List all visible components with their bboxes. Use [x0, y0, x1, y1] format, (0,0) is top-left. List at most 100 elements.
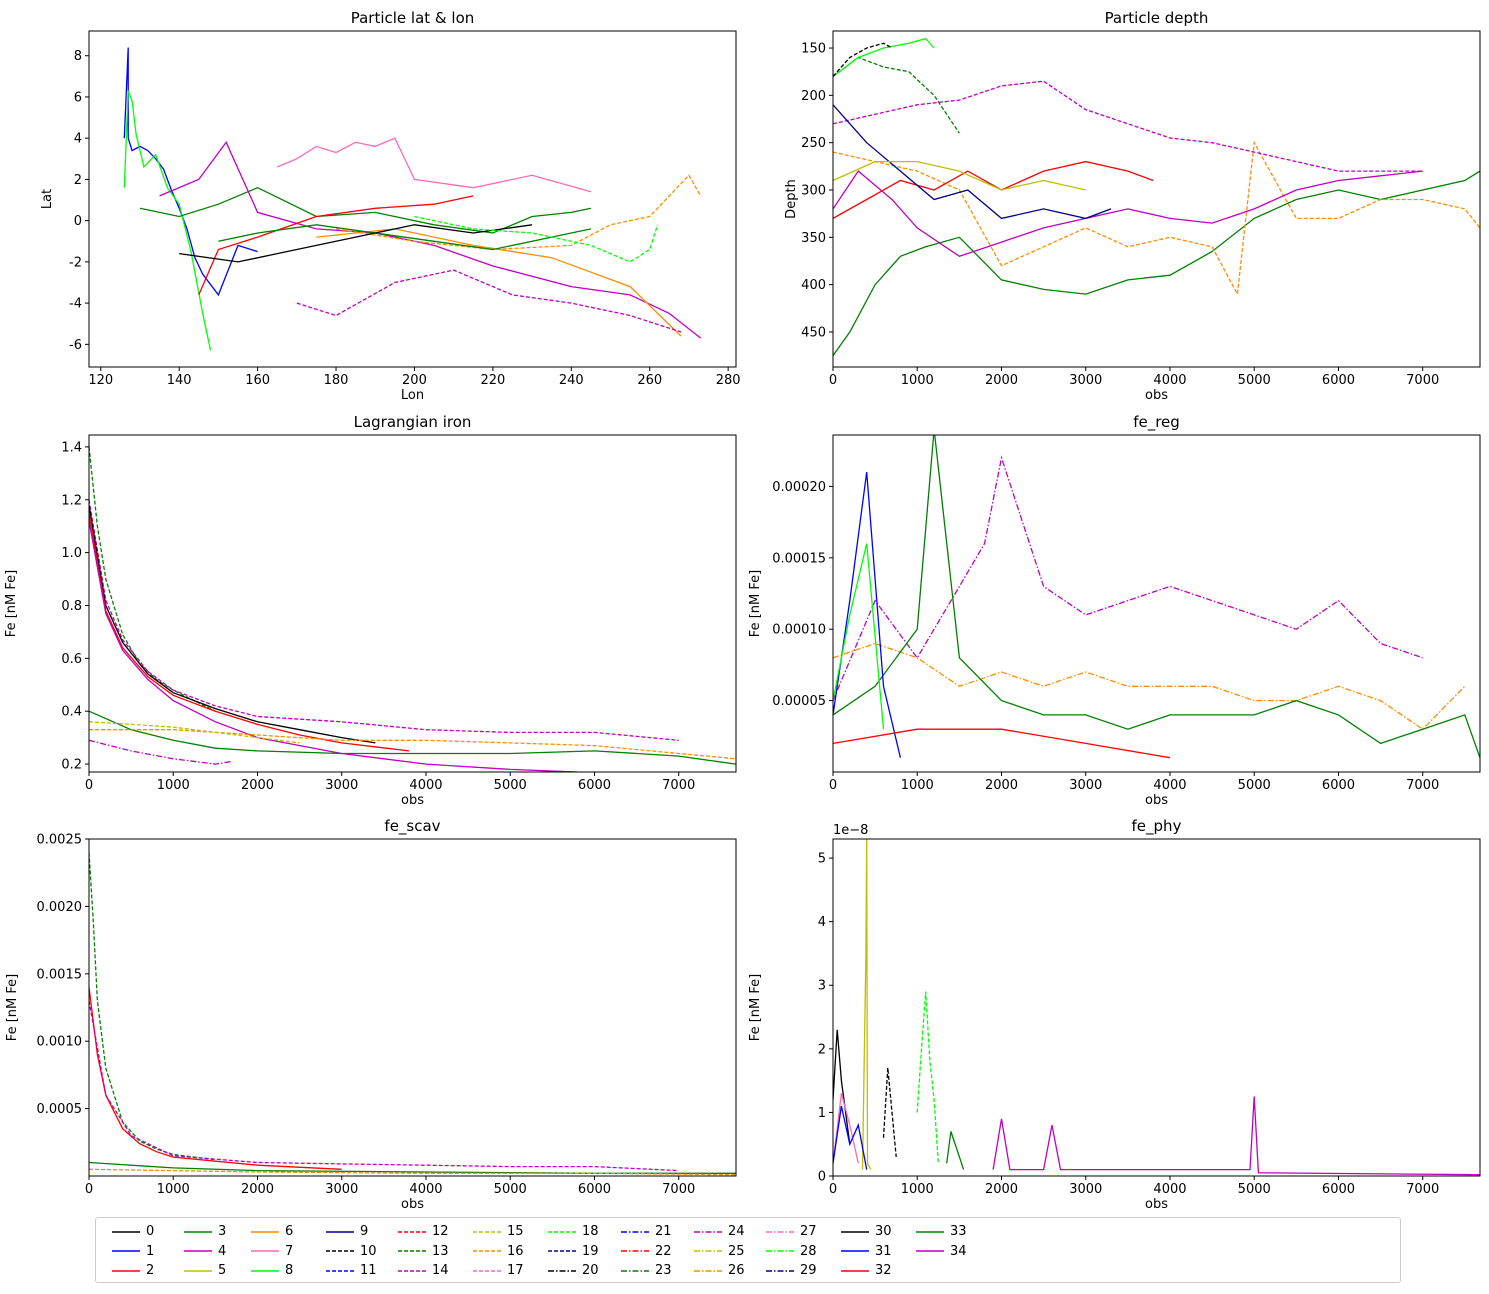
legend-line-swatch: [251, 1270, 279, 1272]
x-tick-label: 4000: [1153, 373, 1186, 388]
y-tick-label: 150: [801, 42, 826, 57]
series-16-line: [89, 1168, 736, 1176]
axes-frame: [88, 30, 737, 368]
series-33-line: [946, 1131, 965, 1170]
x-tick-label: 6000: [1322, 778, 1355, 793]
legend-label: 10: [360, 1243, 377, 1259]
x-tick-label: 140: [167, 373, 192, 388]
legend-column: 24 25 26: [694, 1222, 745, 1281]
legend-line-swatch: [916, 1250, 944, 1252]
legend-item-2: 2: [112, 1261, 154, 1281]
series-34-line: [833, 170, 1423, 258]
legend-line-swatch: [473, 1270, 501, 1272]
x-tick-label: 4000: [409, 778, 442, 793]
legend-label: 31: [875, 1243, 892, 1259]
series-1-line: [833, 1105, 868, 1170]
legend-line-swatch: [398, 1250, 426, 1252]
x-tick-label: 2000: [985, 373, 1018, 388]
y-tick-label: 0.00020: [772, 480, 826, 495]
series-0-line: [833, 1029, 851, 1145]
y-tick-label: -6: [69, 338, 82, 353]
legend-label: 19: [582, 1243, 599, 1259]
y-tick-label: 4: [74, 132, 82, 147]
legend-column: 3 4 5: [184, 1222, 226, 1281]
series-5-line: [861, 839, 872, 1170]
panel-fe_scav: 0 1000 2000 3000 4000 5000 6000 7000 0.0005 0.001…: [5, 817, 737, 1212]
series-14-line: [89, 499, 679, 741]
legend-line-swatch: [184, 1270, 212, 1272]
legend-label: 15: [507, 1224, 524, 1240]
legend-line-swatch: [326, 1231, 354, 1233]
x-tick-label: 4000: [409, 1182, 442, 1197]
y-tick-label: 2: [74, 173, 82, 188]
legend-item-10: 10: [326, 1242, 377, 1262]
series-6-line: [316, 228, 682, 337]
legend-item-4: 4: [184, 1242, 226, 1262]
panel-title: fe_reg: [1133, 413, 1180, 432]
legend-column: 27 28 29: [766, 1222, 817, 1281]
x-tick-label: 2000: [985, 778, 1018, 793]
series-2-line: [198, 195, 474, 296]
x-tick-label: 5000: [1238, 1182, 1271, 1197]
x-tick-label: 1000: [157, 1182, 190, 1197]
legend-label: 21: [655, 1224, 672, 1240]
legend-column: 6 7 8: [251, 1222, 293, 1281]
series-8-line: [123, 90, 212, 351]
series-33-line: [218, 224, 592, 251]
y-tick-label: 450: [801, 325, 826, 340]
panel-latlon: 120 140 160 180 200 220 240 260 280 -6 -4 -2 0 2 4 6 8 Pa…: [40, 9, 741, 403]
legend-label: 20: [582, 1263, 599, 1279]
legend-item-0: 0: [112, 1222, 154, 1242]
legend-item-16: 16: [473, 1242, 524, 1262]
legend-item-23: 23: [621, 1261, 672, 1281]
x-tick-label: 3000: [325, 778, 358, 793]
legend-label: 11: [360, 1263, 377, 1279]
legend-item-34: 34: [916, 1242, 967, 1262]
series-13-line: [89, 446, 216, 712]
x-tick-label: 6000: [578, 1182, 611, 1197]
x-tick-label: 1000: [901, 373, 934, 388]
legend-label: 0: [146, 1224, 155, 1240]
legend-label: 1: [146, 1243, 155, 1259]
legend-label: 22: [655, 1243, 672, 1259]
series-33-line: [833, 435, 1480, 758]
legend-label: 7: [285, 1243, 294, 1259]
legend-item-31: 31: [841, 1242, 892, 1262]
legend-line-swatch: [766, 1231, 794, 1233]
x-tick-label: 2000: [985, 1182, 1018, 1197]
x-tick-label: 1000: [157, 778, 190, 793]
legend-label: 3: [218, 1224, 227, 1240]
series-13-line: [89, 852, 216, 1161]
legend-line-swatch: [548, 1231, 576, 1233]
x-tick-label: 7000: [1406, 778, 1439, 793]
legend-label: 4: [218, 1243, 227, 1259]
x-axis-label: obs: [1145, 1197, 1168, 1212]
x-tick-label: 200: [402, 373, 427, 388]
legend-column: 0 1 2: [112, 1222, 154, 1281]
legend-label: 27: [800, 1224, 817, 1240]
legend-item-26: 26: [694, 1261, 745, 1281]
series-18-line: [916, 991, 939, 1164]
x-tick-label: 5000: [494, 1182, 527, 1197]
panel-title: fe_phy: [1132, 817, 1182, 836]
legend-item-5: 5: [184, 1261, 226, 1281]
legend-line-swatch: [398, 1270, 426, 1272]
y-axis-label: Depth: [784, 179, 799, 219]
series-3-line: [139, 186, 592, 234]
legend-item-7: 7: [251, 1242, 293, 1262]
x-tick-label: 5000: [494, 778, 527, 793]
x-tick-label: 2000: [241, 1182, 274, 1197]
series-9-line: [833, 104, 1112, 220]
series-33-line: [833, 170, 1480, 356]
y-tick-label: 5: [818, 852, 826, 867]
series-14-line: [89, 1000, 679, 1172]
x-tick-label: 7000: [1406, 1182, 1439, 1197]
legend-label: 9: [360, 1224, 369, 1240]
panel-title: Particle depth: [1105, 9, 1209, 27]
y-tick-label: 0.0020: [37, 900, 83, 915]
legend-line-swatch: [251, 1250, 279, 1252]
legend-item-17: 17: [473, 1261, 524, 1281]
y-tick-label: 1.4: [61, 440, 82, 455]
x-tick-label: 1000: [901, 1182, 934, 1197]
legend-line-swatch: [694, 1270, 722, 1272]
